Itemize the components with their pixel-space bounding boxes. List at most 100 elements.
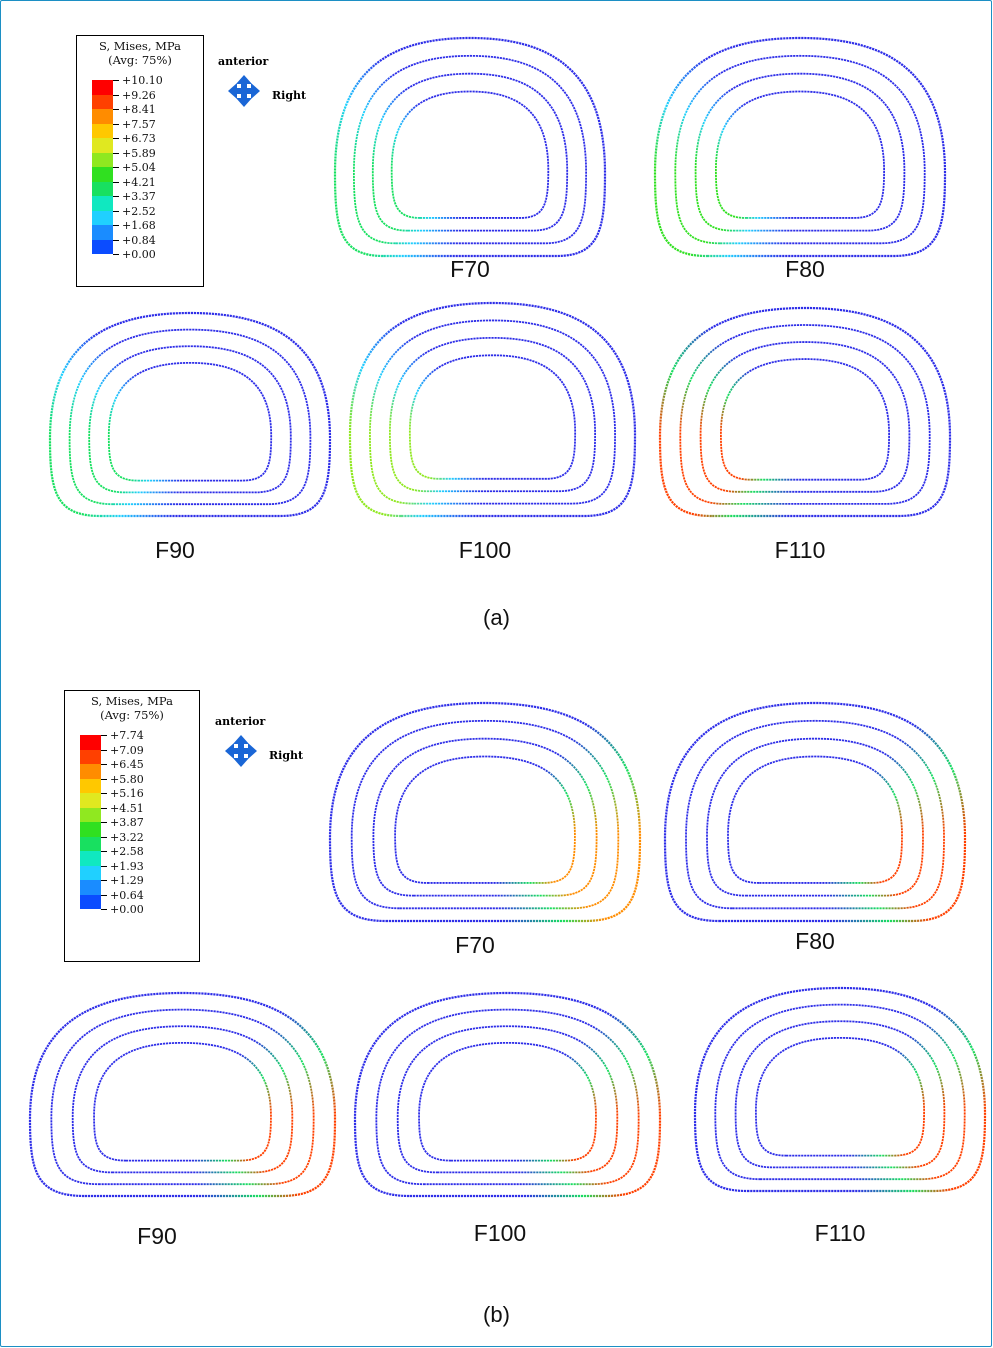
legend-tick-label: +7.74 <box>110 729 144 742</box>
legend-tick <box>113 138 119 139</box>
lamella-ring <box>693 986 987 1193</box>
lamella-ring <box>333 36 607 258</box>
legend-tick <box>101 880 107 881</box>
section-label: F80 <box>795 928 835 954</box>
lamella-ring <box>396 1025 619 1174</box>
legend-tick-label: +4.21 <box>122 175 156 189</box>
section-rings <box>48 311 332 518</box>
section-rings <box>663 701 967 923</box>
legend-swatch <box>80 793 101 808</box>
legend-tick-label: +6.45 <box>110 758 144 771</box>
lamella-ring <box>418 1041 597 1162</box>
anterior-label: anterior <box>215 715 266 728</box>
lamella-ring <box>408 354 577 480</box>
legend-tick <box>113 94 119 96</box>
legend-tick <box>101 749 107 751</box>
legend-tick-label: +1.93 <box>110 859 144 873</box>
section-rings <box>653 36 947 258</box>
section-a-f70: F70 <box>330 30 610 290</box>
panel-a: S, Mises, MPa (Avg: 75%) +10.10 +9.26 +8.4… <box>0 0 993 660</box>
legend-tick-label: +7.57 <box>122 117 156 131</box>
panel-b: S, Mises, MPa (Avg: 75%) +7.74 +7.09 +6.45… <box>0 670 993 1348</box>
section-rings <box>28 991 337 1198</box>
legend-swatch <box>80 851 101 866</box>
lamella-ring <box>674 54 926 245</box>
lamella-ring <box>350 719 620 910</box>
lamella-ring <box>685 719 945 910</box>
legend-swatch <box>92 210 113 225</box>
legend-tick-label: +5.04 <box>122 161 156 174</box>
lamella-ring <box>353 991 662 1198</box>
legend-tick-label: +0.00 <box>110 903 144 916</box>
section-b-f70: F70 <box>325 695 645 970</box>
legend-tick <box>101 778 107 780</box>
legend-swatch <box>92 109 113 124</box>
legend-tick-label: +0.00 <box>122 248 156 261</box>
panel-caption: (a) <box>483 605 510 630</box>
lamella-ring <box>68 328 312 506</box>
right-label: Right <box>272 89 307 102</box>
lamella-ring <box>679 324 931 505</box>
section-a-f100: F100 <box>345 295 640 570</box>
legend-swatch <box>80 822 101 837</box>
legend-tick <box>101 764 107 765</box>
legend-tick <box>113 196 119 197</box>
legend-swatch <box>80 749 101 764</box>
lamella-ring <box>369 319 616 505</box>
lamella-ring <box>394 755 576 884</box>
legend-tick-label: +1.29 <box>110 874 144 887</box>
legend-title: S, Mises, MPa <box>90 694 173 708</box>
legend-swatch <box>80 807 101 822</box>
lamella-ring <box>658 306 952 518</box>
legend-title: S, Mises, MPa <box>98 39 181 53</box>
legend-tick <box>113 239 119 241</box>
panel-caption: (b) <box>483 1302 510 1327</box>
legend-tick <box>101 793 107 794</box>
legend-swatch <box>92 138 113 153</box>
lamella-ring <box>372 737 598 897</box>
legend-swatch <box>80 865 101 880</box>
lamella-ring <box>328 701 642 923</box>
lamella-ring <box>714 1003 966 1181</box>
legend-tick-label: +3.22 <box>110 830 144 844</box>
lamella-ring <box>352 54 588 245</box>
lamella-ring <box>706 737 924 897</box>
legend-swatch <box>80 836 101 851</box>
lamella-ring <box>388 336 597 493</box>
legend-tick-label: +3.37 <box>122 190 156 203</box>
legend-swatch <box>92 152 113 167</box>
lamella-ring <box>93 1041 272 1162</box>
legend-tick <box>101 735 107 736</box>
lamella-ring <box>348 301 637 518</box>
legend-tick-label: +5.89 <box>122 146 156 160</box>
section-rings <box>658 306 952 518</box>
section-label: F90 <box>155 537 195 563</box>
legend-tick <box>113 210 119 212</box>
section-rings <box>353 991 662 1198</box>
legend-swatch <box>92 225 113 240</box>
legend-tick <box>113 254 119 255</box>
section-rings <box>328 701 642 923</box>
legend-tick-label: +6.73 <box>122 132 156 145</box>
legend-tick <box>101 822 107 823</box>
lamella-ring <box>371 72 569 232</box>
legend-b: S, Mises, MPa (Avg: 75%) +7.74 +7.09 +6.45… <box>64 690 200 962</box>
section-b-f100: F100 <box>350 985 665 1260</box>
legend-tick <box>101 851 107 852</box>
lamella-ring <box>663 701 967 923</box>
legend-tick <box>113 225 119 226</box>
section-label: F70 <box>455 932 495 958</box>
legend-tick-label: +9.26 <box>122 88 156 102</box>
lamella-ring <box>694 72 906 232</box>
legend-tick <box>101 865 107 867</box>
legend-tick-label: +7.09 <box>110 743 144 757</box>
section-label: F80 <box>785 256 825 282</box>
legend-tick <box>101 836 107 838</box>
legend-tick-label: +4.51 <box>110 801 144 815</box>
legend-tick <box>113 123 119 125</box>
legend-tick <box>101 807 107 809</box>
section-b-f90: F90 <box>25 985 340 1260</box>
legend-swatch <box>80 778 101 793</box>
legend-tick-label: +5.16 <box>110 787 144 800</box>
